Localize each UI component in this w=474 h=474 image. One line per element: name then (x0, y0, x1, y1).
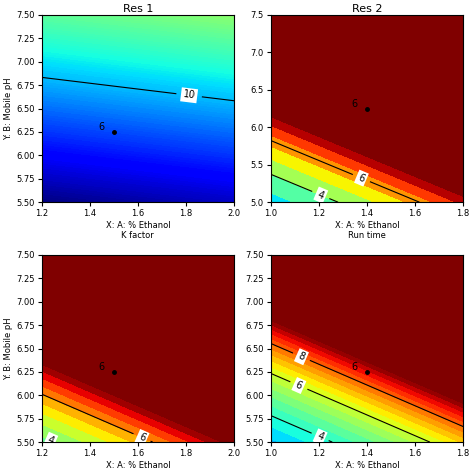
Text: 6: 6 (137, 432, 147, 443)
Y-axis label: Y: B: Mobile pH: Y: B: Mobile pH (4, 317, 13, 380)
Text: 6: 6 (98, 362, 104, 372)
Text: 4: 4 (316, 189, 326, 201)
Text: 6: 6 (294, 380, 304, 392)
Text: 8: 8 (297, 351, 306, 363)
Text: 6: 6 (98, 122, 104, 132)
Y-axis label: Y: B: Mobile pH: Y: B: Mobile pH (4, 77, 13, 140)
Title: Res 1: Res 1 (123, 4, 153, 14)
Text: 6: 6 (351, 362, 357, 372)
Text: 4: 4 (46, 435, 55, 446)
X-axis label: X: A: % Ethanol: X: A: % Ethanol (106, 461, 170, 470)
Text: 10: 10 (182, 90, 196, 101)
X-axis label: X: A: % Ethanol
Run time: X: A: % Ethanol Run time (335, 221, 399, 240)
X-axis label: X: A: % Ethanol
K factor: X: A: % Ethanol K factor (106, 221, 170, 240)
Text: 6: 6 (351, 99, 357, 109)
X-axis label: X: A: % Ethanol: X: A: % Ethanol (335, 461, 399, 470)
Text: 6: 6 (356, 173, 366, 184)
Title: Res 2: Res 2 (352, 4, 382, 14)
Text: 4: 4 (315, 431, 325, 443)
